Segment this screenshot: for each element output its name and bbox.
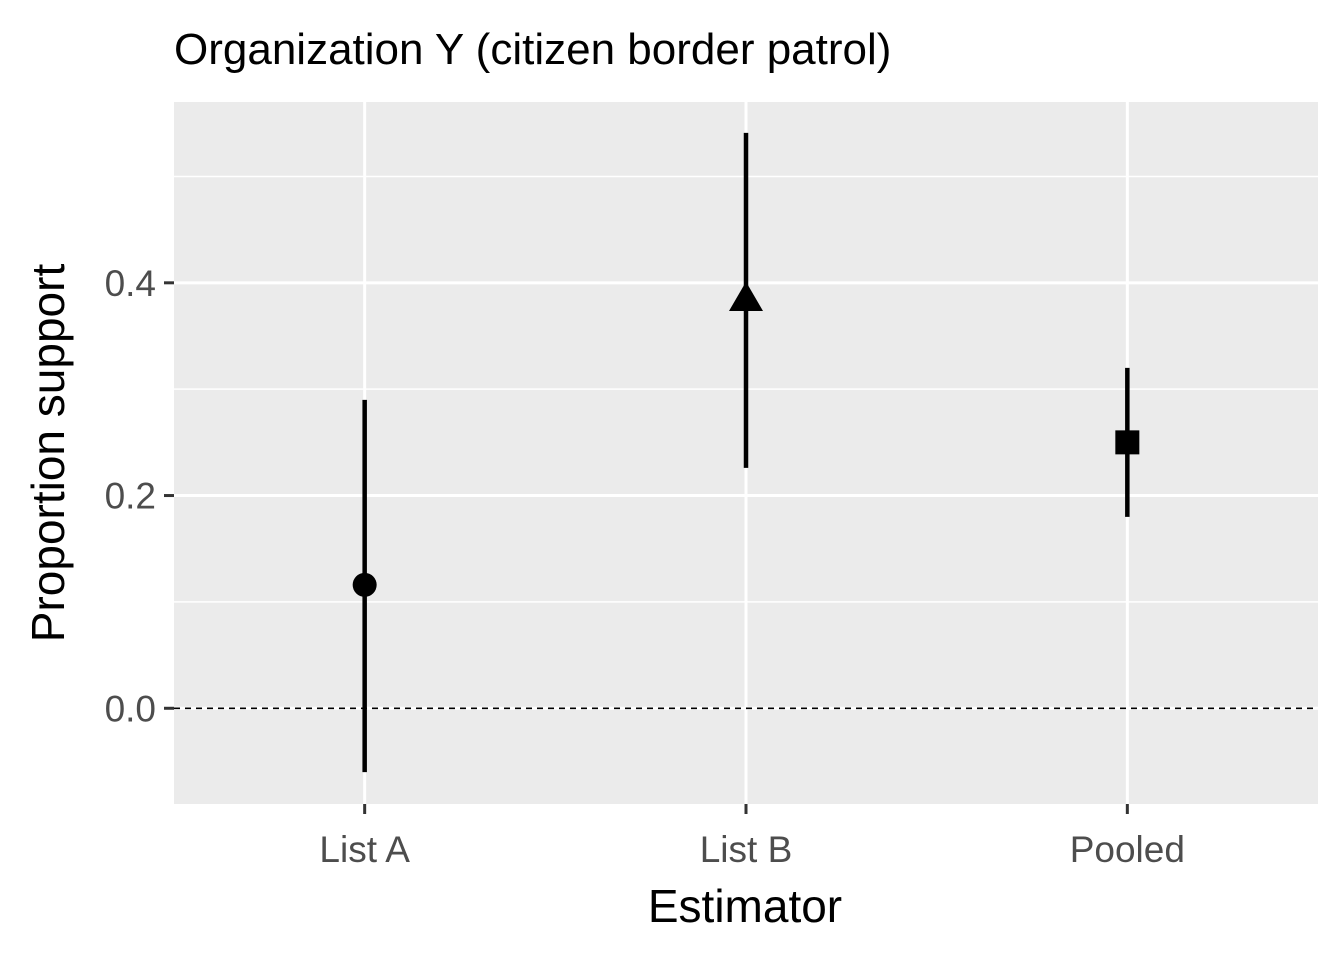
- x-tick-label: List A: [319, 829, 410, 870]
- y-tick-label: 0.0: [105, 688, 156, 729]
- point-square: [1115, 430, 1140, 455]
- chart-marks: [352, 132, 1140, 773]
- y-axis: 0.0 0.2 0.4: [105, 263, 174, 729]
- y-tick-label: 0.4: [105, 263, 156, 304]
- point-triangle: [729, 281, 763, 312]
- point-circle: [352, 572, 377, 597]
- chart-title: Organization Y (citizen border patrol): [174, 25, 891, 74]
- x-axis-title: Estimator: [648, 880, 842, 932]
- x-axis: List A List B Pooled: [319, 804, 1185, 870]
- y-tick-label: 0.2: [105, 476, 156, 517]
- x-tick-label: Pooled: [1070, 829, 1185, 870]
- x-tick-label: List B: [700, 829, 793, 870]
- y-axis-title: Proportion support: [22, 264, 74, 643]
